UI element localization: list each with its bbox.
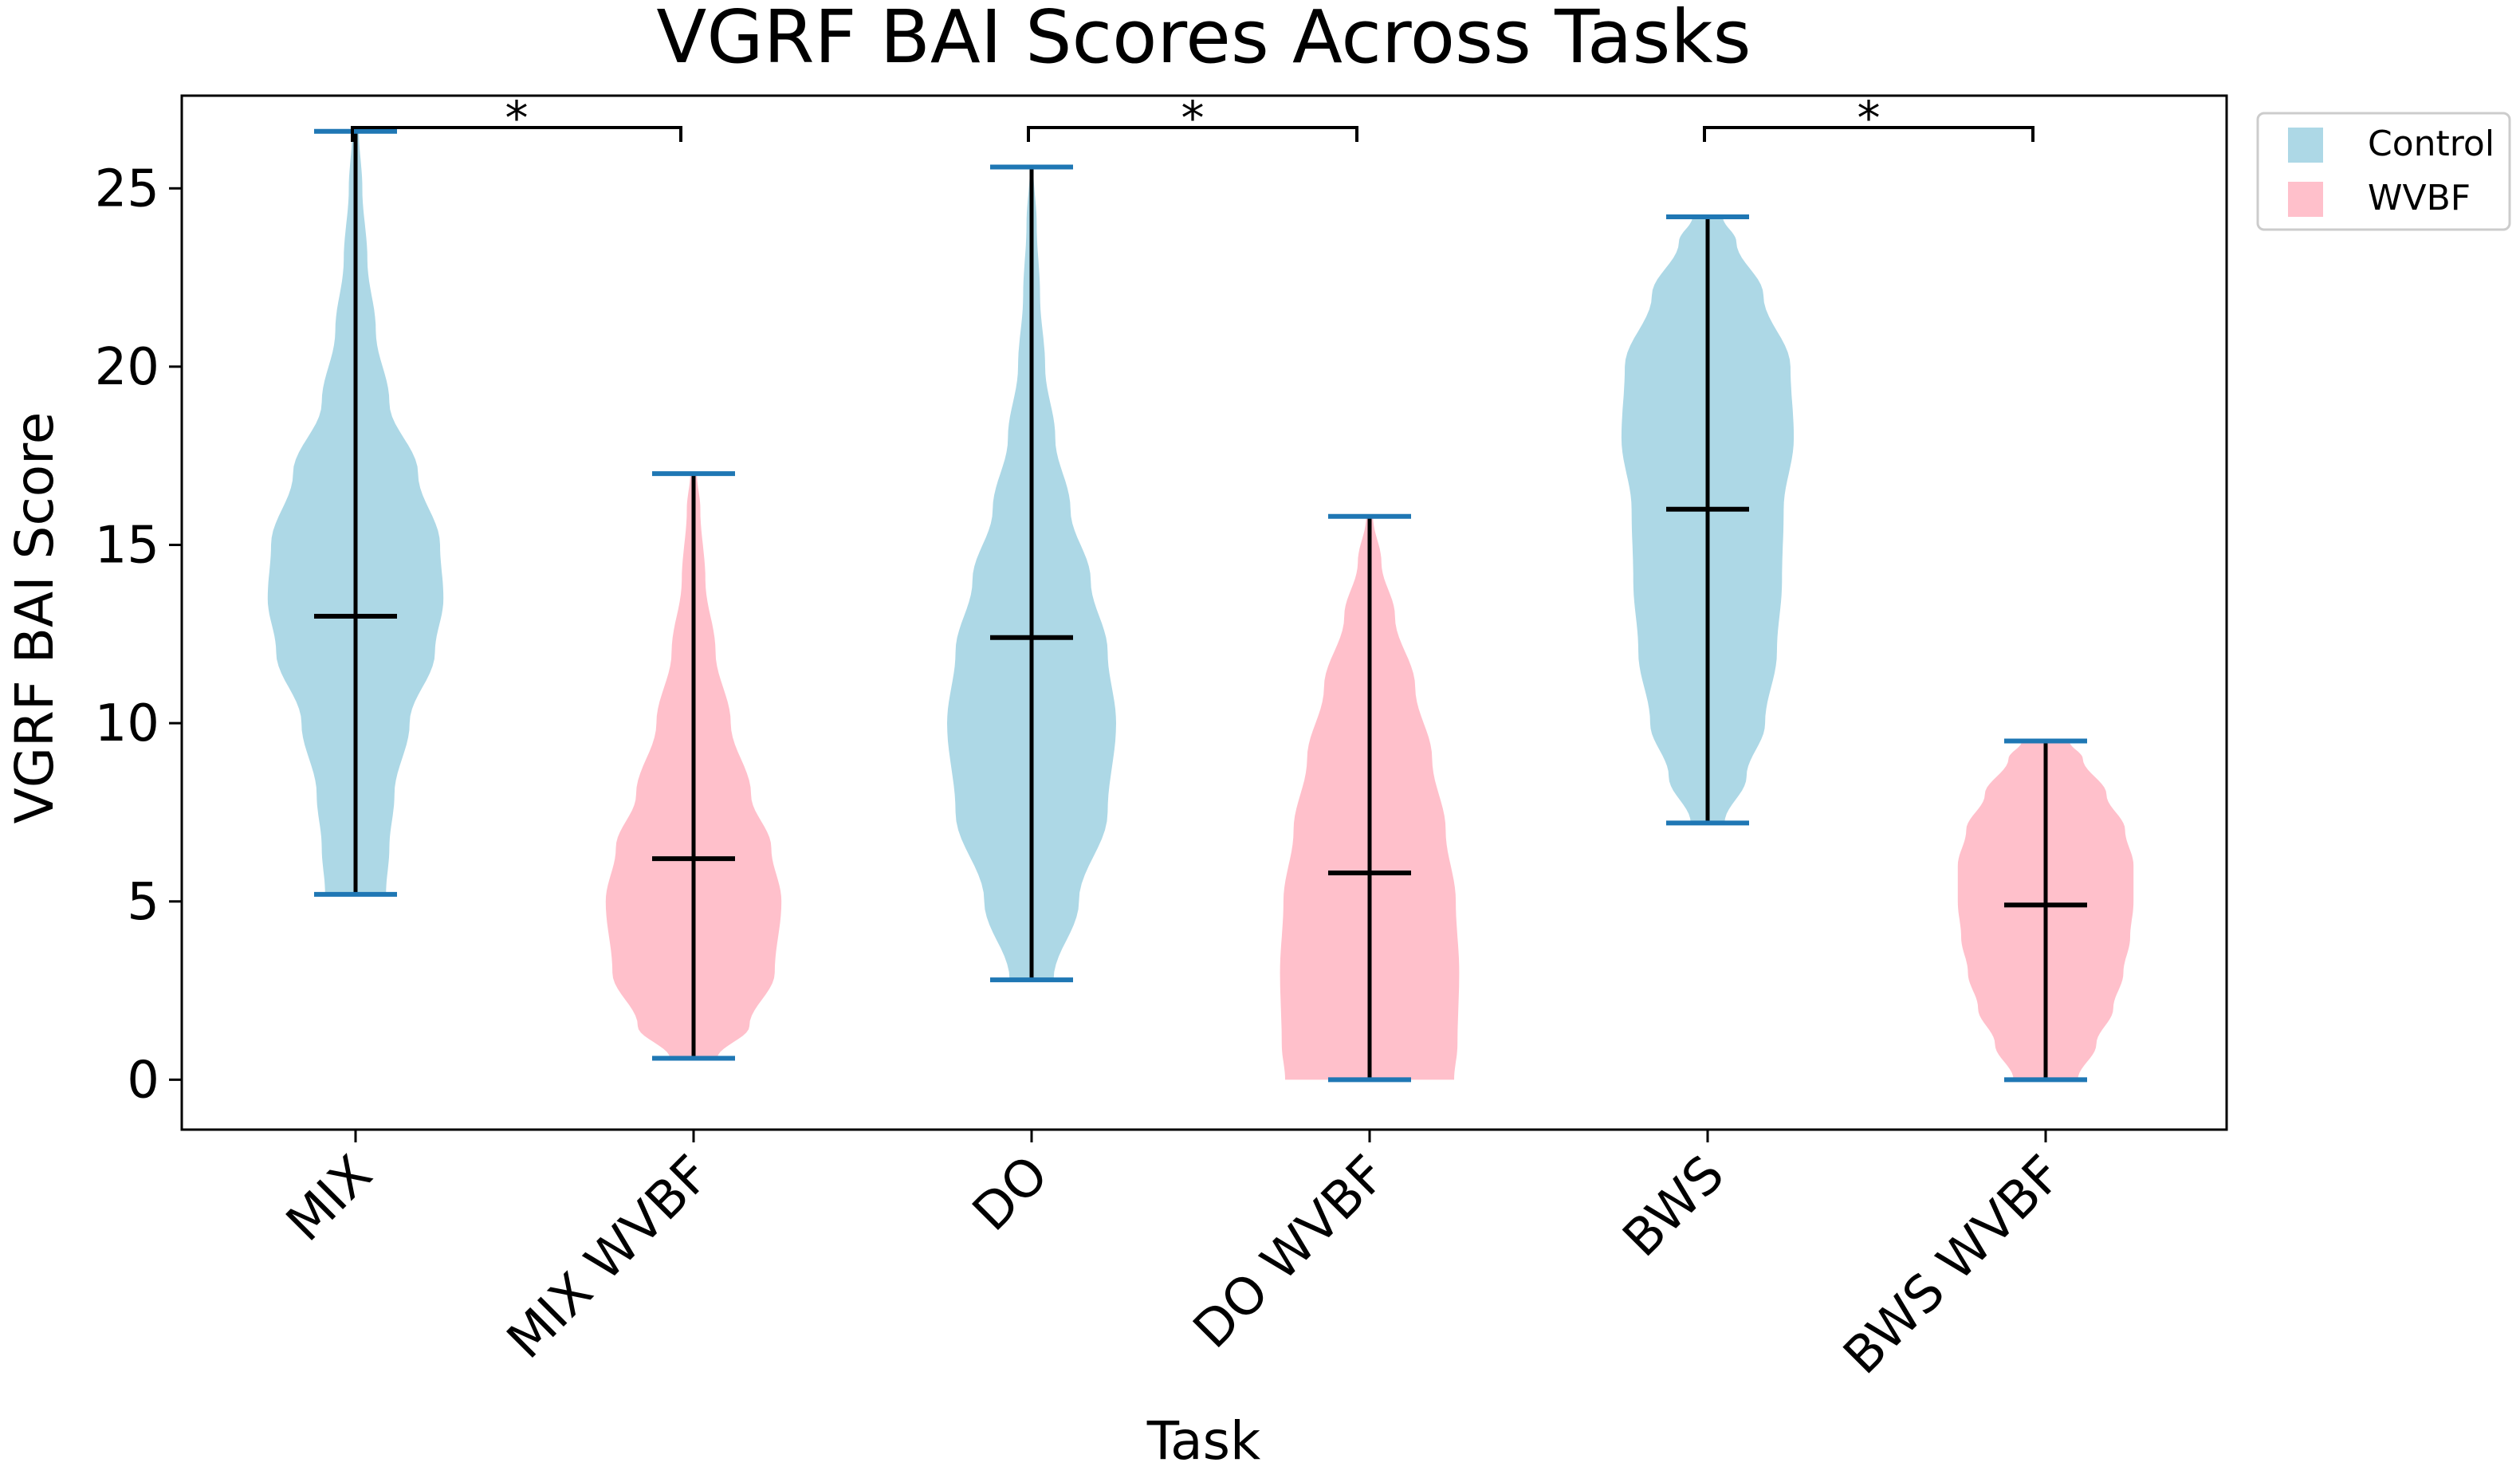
plot-area: 0 5 10 15 20 25 MIX MIX WVBF DO DO WVBF BWS BWS WVB… [95,91,2228,1386]
x-tick-label: MIX [276,1145,384,1253]
x-tick-label: DO WVBF [1182,1145,1398,1360]
x-tick-label: BWS WVBF [1833,1145,2074,1386]
significance-bracket [351,126,682,142]
legend-swatch [2288,182,2323,217]
y-tick-label: 15 [95,517,159,576]
significance-bracket [1027,126,1358,142]
significance-bracket [1703,126,2034,142]
y-tick-label: 20 [95,338,159,397]
y-tick-label: 5 [127,873,159,932]
legend: Control WVBF [2256,112,2511,231]
y-tick-label: 25 [95,159,159,218]
y-axis-label: VGRF BAI Score [4,412,65,824]
significance-star: * [1181,91,1205,145]
significance-star: * [1858,91,1881,145]
x-tick-label: MIX WVBF [496,1145,721,1370]
chart-title: VGRF BAI Scores Across Tasks [656,0,1751,80]
x-tick-label: DO [962,1145,1060,1243]
y-tick-label: 0 [127,1051,159,1110]
y-tick-label: 10 [95,694,159,753]
legend-label: Control [2368,124,2494,164]
legend-label: WVBF [2368,178,2471,218]
legend-swatch [2288,128,2323,163]
x-tick-label: BWS [1612,1145,1736,1268]
significance-star: * [505,91,529,145]
plot-frame [180,94,2228,1131]
x-axis-label: Task [1146,1410,1261,1472]
